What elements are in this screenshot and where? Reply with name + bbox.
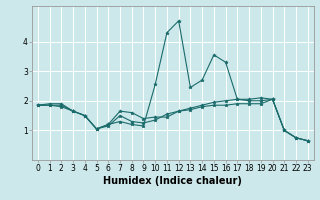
X-axis label: Humidex (Indice chaleur): Humidex (Indice chaleur) bbox=[103, 176, 242, 186]
